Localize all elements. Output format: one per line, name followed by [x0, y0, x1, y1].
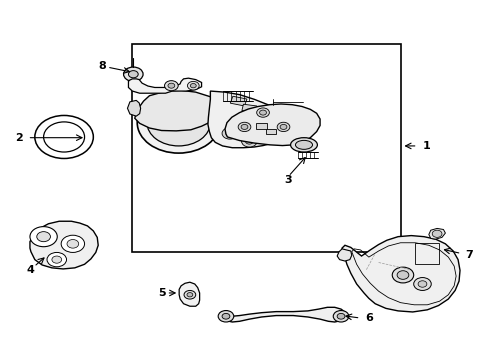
Circle shape [245, 138, 253, 144]
Bar [414, 243, 438, 264]
Polygon shape [242, 104, 256, 112]
Circle shape [167, 83, 174, 88]
Circle shape [218, 311, 233, 322]
Polygon shape [127, 100, 141, 116]
Bar [132, 44, 400, 252]
Circle shape [61, 235, 84, 252]
Polygon shape [238, 123, 250, 130]
Circle shape [238, 122, 250, 132]
Text: 5: 5 [158, 288, 165, 298]
Circle shape [280, 125, 286, 130]
Circle shape [128, 71, 138, 78]
Text: 4: 4 [26, 265, 34, 275]
Polygon shape [220, 307, 345, 322]
Polygon shape [230, 96, 246, 106]
Circle shape [222, 128, 237, 139]
Circle shape [277, 122, 289, 132]
Ellipse shape [295, 140, 312, 149]
Circle shape [52, 256, 61, 263]
Circle shape [262, 131, 270, 137]
Circle shape [417, 281, 426, 287]
Text: 8: 8 [98, 61, 106, 71]
Circle shape [67, 239, 79, 248]
Text: 6: 6 [365, 313, 372, 323]
Text: 2: 2 [15, 133, 23, 143]
Polygon shape [341, 235, 459, 312]
Polygon shape [179, 282, 199, 306]
Polygon shape [256, 123, 266, 130]
Circle shape [190, 84, 196, 88]
Polygon shape [266, 129, 276, 134]
Circle shape [241, 135, 257, 147]
Circle shape [186, 293, 192, 297]
Circle shape [164, 81, 178, 91]
Polygon shape [135, 90, 220, 131]
Circle shape [222, 314, 229, 319]
Text: 7: 7 [464, 250, 472, 260]
Circle shape [37, 231, 50, 242]
Polygon shape [428, 228, 445, 239]
Polygon shape [224, 104, 320, 145]
Circle shape [241, 125, 247, 130]
Circle shape [225, 131, 233, 136]
Circle shape [332, 311, 348, 322]
Circle shape [259, 110, 266, 115]
Circle shape [187, 81, 199, 90]
Ellipse shape [290, 138, 317, 152]
Circle shape [413, 278, 430, 291]
Text: 3: 3 [284, 175, 292, 185]
Circle shape [30, 226, 57, 247]
Text: 1: 1 [422, 141, 429, 151]
Polygon shape [128, 78, 201, 93]
Circle shape [123, 67, 143, 81]
Circle shape [256, 108, 269, 117]
Circle shape [47, 252, 66, 267]
Circle shape [336, 314, 344, 319]
Circle shape [137, 92, 220, 153]
Polygon shape [30, 221, 98, 269]
Circle shape [258, 129, 274, 140]
Circle shape [391, 267, 413, 283]
Polygon shape [207, 91, 287, 148]
Circle shape [147, 99, 210, 146]
Circle shape [396, 271, 408, 279]
Polygon shape [336, 249, 351, 261]
Circle shape [183, 291, 195, 299]
Circle shape [431, 230, 441, 237]
